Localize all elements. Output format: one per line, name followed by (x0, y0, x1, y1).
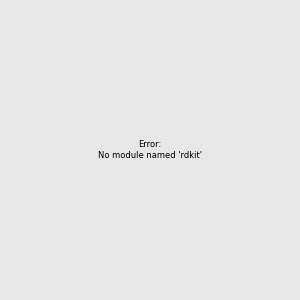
Text: Error:
No module named 'rdkit': Error: No module named 'rdkit' (98, 140, 202, 160)
